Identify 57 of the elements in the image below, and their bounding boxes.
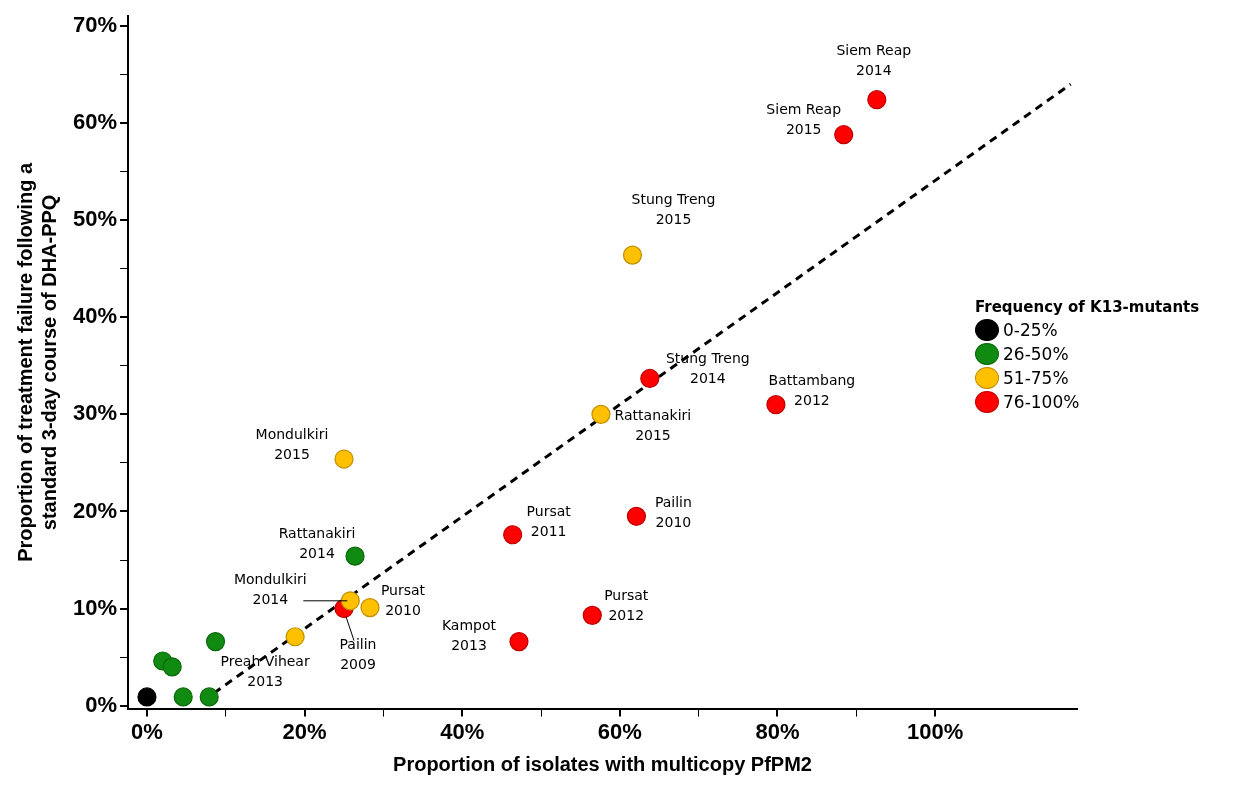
- point: [867, 90, 887, 110]
- legend-title: Frequency of K13-mutants: [975, 298, 1200, 316]
- annotation: Pailin 2009: [339, 636, 377, 673]
- y-tick-label: 40%: [72, 303, 118, 329]
- point: [345, 546, 365, 566]
- point: [626, 506, 647, 526]
- point: [582, 605, 602, 625]
- y-tick-label: 0%: [85, 691, 118, 717]
- annotation: Battambang 2012: [768, 372, 856, 409]
- point: [834, 125, 854, 145]
- point: [162, 657, 182, 677]
- x-tick-label: 0%: [131, 718, 163, 744]
- annotation: Pursat 2010: [380, 582, 426, 619]
- y-tick-label: 70%: [72, 11, 118, 37]
- annotation: Siem Reap 2014: [836, 42, 912, 79]
- point: [205, 631, 226, 652]
- x-tick-label: 20%: [282, 718, 327, 744]
- x-tick-label: 80%: [755, 718, 800, 744]
- point: [766, 395, 786, 415]
- x-tick-label: 60%: [597, 718, 642, 744]
- annotation: Stung Treng 2014: [665, 350, 750, 387]
- annotation: Siem Reap 2015: [766, 101, 842, 138]
- point: [640, 368, 660, 389]
- point: [285, 627, 305, 647]
- legend-label: 76-100%: [1003, 392, 1080, 412]
- annotation: Preah Vihear 2013: [220, 653, 310, 690]
- annotation: Mondulkiri 2015: [255, 425, 329, 462]
- point: [334, 449, 354, 469]
- y-tick-label: 10%: [72, 594, 118, 620]
- x-tick-label: 40%: [440, 718, 485, 744]
- point: [509, 631, 529, 652]
- annotation: Stung Treng 2015: [631, 190, 716, 227]
- y-tick-label: 20%: [72, 497, 118, 523]
- annotation: Kampot 2013: [441, 617, 497, 654]
- y-tick-label: 50%: [72, 206, 118, 232]
- point: [340, 591, 360, 611]
- x-tick-label: 100%: [906, 718, 964, 744]
- point: [199, 687, 219, 707]
- y-tick-label: 60%: [72, 109, 118, 135]
- annotation: Pursat 2012: [604, 587, 649, 624]
- x-axis-title: Proportion of isolates with multicopy PfPM2: [393, 752, 812, 775]
- point: [591, 404, 611, 424]
- point: [622, 245, 643, 265]
- point: [137, 687, 157, 707]
- annotation: Pursat 2011: [526, 503, 572, 540]
- legend-label: 51-75%: [1003, 368, 1069, 388]
- annotation: Mondulkiri 2014: [233, 571, 307, 608]
- annotation: Rattanakiri 2015: [614, 406, 692, 443]
- point: [503, 525, 523, 545]
- annotation: Pailin 2010: [654, 493, 692, 530]
- point: [360, 598, 380, 618]
- annotation: Rattanakiri 2014: [278, 524, 356, 561]
- legend-label: 26-50%: [1003, 344, 1069, 364]
- legend-label: 0-25%: [1003, 320, 1058, 340]
- y-tick-label: 30%: [72, 400, 118, 426]
- y-axis-title: Proportion of treatment failure following a standard 3-day course of DHA-PPQ: [13, 162, 60, 562]
- point: [173, 687, 193, 707]
